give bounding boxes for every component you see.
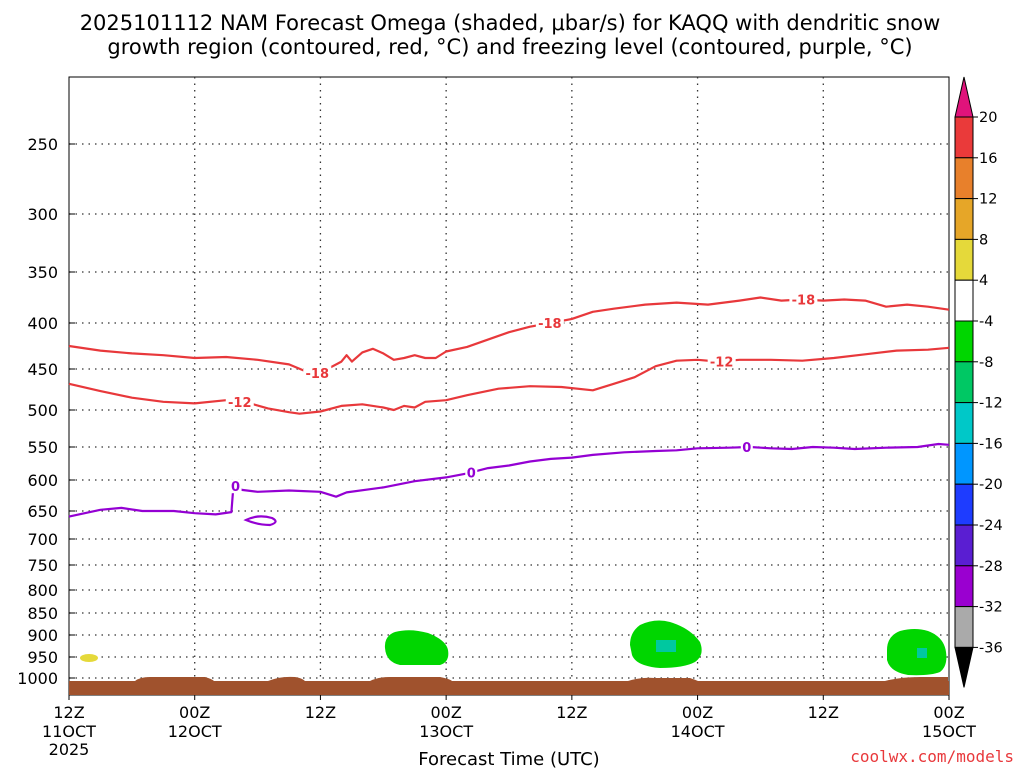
dgz-top-label-bg-0	[303, 366, 332, 381]
dgz-top-label-1: -18	[538, 317, 562, 332]
colorbar-bottom-arrow	[954, 646, 974, 688]
y-tick-label-850: 850	[27, 604, 58, 623]
x-tick-hour-36: 00Z	[430, 703, 461, 722]
freezing-level-label-2: 0	[742, 441, 751, 456]
chart-title-line-1: 2025101112 NAM Forecast Omega (shaded, μ…	[80, 11, 941, 35]
y-tick-label-550: 550	[27, 438, 58, 457]
omega-region-2-core	[656, 640, 676, 652]
freezing-level-label-bg-1	[465, 465, 478, 480]
contour-labels: -18 -18 -18 -12 -12 0 0 0	[225, 292, 818, 495]
y-tick-label-700: 700	[27, 530, 58, 549]
colorbar-segment-4	[954, 238, 974, 281]
colorbar-segment-3	[954, 198, 974, 240]
colorbar-segment-13	[954, 606, 974, 648]
gridlines	[68, 77, 949, 695]
y-tick-label-250: 250	[27, 135, 58, 154]
terrain-bumps	[135, 676, 948, 681]
colorbar-label-12: -32	[979, 600, 1003, 616]
colorbar-label-1: 16	[979, 151, 997, 167]
colorbar-segment-1	[954, 116, 974, 159]
colorbar-label-13: -36	[979, 640, 1003, 656]
credit-text: coolwx.com/models	[850, 747, 1014, 766]
x-tick-date-36: 13OCT	[419, 722, 473, 741]
colorbar-label-9: -20	[979, 477, 1003, 493]
terrain	[69, 681, 949, 695]
freezing-level-contour	[68, 442, 950, 518]
plot-area: -18 -18 -18 -12 -12 0 0 0	[68, 76, 950, 696]
chart-title-line-2: growth region (contoured, red, °C) and f…	[107, 35, 912, 59]
x-tick-hour-12: 00Z	[179, 703, 210, 722]
x-tick-date-60: 14OCT	[671, 722, 725, 741]
dgz-top-label-bg-2	[789, 292, 818, 307]
x-tick-date-0: 11OCT	[42, 722, 96, 741]
colorbar-segment-5	[954, 279, 974, 322]
dgz-bottom-label-bg-0	[225, 394, 254, 409]
y-tick-label-800: 800	[27, 581, 58, 600]
colorbar-label-5: -4	[979, 314, 993, 330]
dgz-bottom-label-1: -12	[710, 355, 734, 370]
colorbar-label-7: -12	[979, 396, 1003, 412]
y-tick-label-400: 400	[27, 314, 58, 333]
dgz-top-label-0: -18	[306, 367, 330, 382]
freezing-level-label-bg-0	[229, 479, 242, 494]
colorbar: 20 16 12 8 4 -4 -8 -12 -16 -20 -24 -28 -32 -36	[954, 76, 1003, 688]
x-tick-hour-24: 12Z	[305, 703, 336, 722]
x-tick-year-0: 2025	[49, 740, 90, 759]
y-tick-label-750: 750	[27, 556, 58, 575]
freezing-level-closed-loop	[243, 515, 277, 527]
colorbar-segment-12	[954, 565, 974, 608]
omega-region-3-core	[917, 648, 927, 658]
colorbar-segment-7	[954, 361, 974, 404]
plot-frame	[68, 76, 950, 696]
dgz-bottom-label-0: -12	[228, 396, 252, 411]
colorbar-top-arrow	[954, 76, 974, 118]
omega-positive-spot	[80, 654, 98, 662]
x-tick-hour-48: 12Z	[556, 703, 587, 722]
x-tick-hour-60: 00Z	[682, 703, 713, 722]
dgz-top-label-bg-1	[535, 316, 564, 331]
colorbar-segment-6	[954, 320, 974, 363]
omega-region-3	[887, 629, 947, 676]
y-tick-label-900: 900	[27, 626, 58, 645]
x-tick-hour-84: 00Z	[933, 703, 964, 722]
freezing-level-label-bg-2	[740, 440, 753, 455]
x-tick-hour-0: 12Z	[53, 703, 84, 722]
y-tick-label-950: 950	[27, 648, 58, 667]
colorbar-segment-2	[954, 157, 974, 200]
y-tick-label-300: 300	[27, 205, 58, 224]
colorbar-label-3: 8	[979, 232, 988, 248]
colorbar-segment-11	[954, 524, 974, 567]
freezing-level-label-1: 0	[467, 466, 476, 481]
y-tick-label-350: 350	[27, 263, 58, 282]
colorbar-segment-9	[954, 442, 974, 485]
omega-region-1	[384, 630, 449, 665]
colorbar-label-2: 12	[979, 192, 997, 208]
colorbar-label-6: -8	[979, 355, 993, 371]
y-tick-label-600: 600	[27, 471, 58, 490]
y-axis: 250 300 350 400 450 500 550 600 650 700 750 800 850 9…	[17, 135, 75, 688]
x-tick-hour-72: 12Z	[808, 703, 839, 722]
colorbar-label-10: -24	[979, 518, 1003, 534]
freezing-level-label-0: 0	[231, 480, 240, 495]
y-tick-label-1000: 1000	[17, 669, 58, 688]
colorbar-segment-8	[954, 402, 974, 444]
colorbar-label-4: 4	[979, 273, 988, 289]
x-axis-title: Forecast Time (UTC)	[418, 749, 599, 768]
dgz-top-label-2: -18	[792, 294, 816, 309]
y-tick-label-650: 650	[27, 502, 58, 521]
omega-shading	[69, 620, 949, 695]
x-tick-date-12: 12OCT	[168, 722, 222, 741]
colorbar-segment-10	[954, 483, 974, 526]
y-tick-label-450: 450	[27, 360, 58, 379]
x-tick-date-84: 15OCT	[922, 722, 976, 741]
colorbar-label-8: -16	[979, 436, 1003, 452]
dgz-bottom-label-bg-1	[707, 354, 736, 369]
colorbar-label-0: 20	[979, 110, 997, 126]
colorbar-label-11: -28	[979, 559, 1003, 575]
y-tick-label-500: 500	[27, 401, 58, 420]
